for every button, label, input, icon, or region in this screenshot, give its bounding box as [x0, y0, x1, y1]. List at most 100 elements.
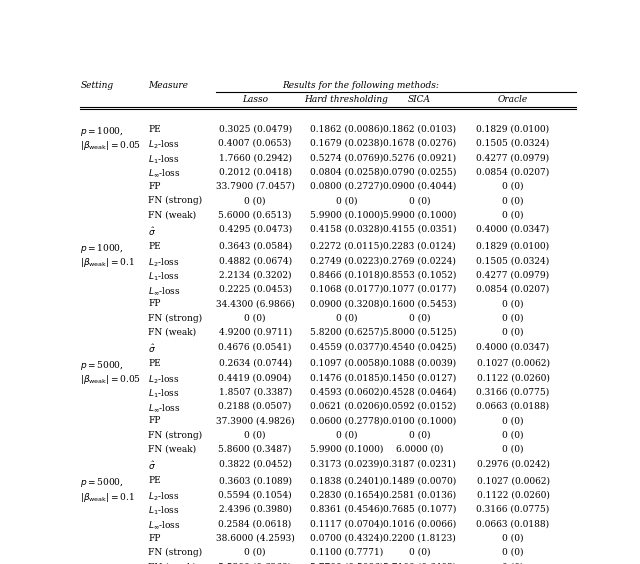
Text: $|\beta_{\mathrm{weak}}|=$0.05: $|\beta_{\mathrm{weak}}|=$0.05 — [81, 373, 141, 386]
Text: 0.1862 (0.0103): 0.1862 (0.0103) — [383, 125, 456, 134]
Text: 0 (0): 0 (0) — [502, 210, 524, 219]
Text: 0.1600 (0.5453): 0.1600 (0.5453) — [383, 299, 456, 308]
Text: 0.3643 (0.0584): 0.3643 (0.0584) — [218, 242, 292, 251]
Text: FN (strong): FN (strong) — [148, 548, 203, 557]
Text: $L_2$-loss: $L_2$-loss — [148, 139, 180, 151]
Text: $\hat{\sigma}$: $\hat{\sigma}$ — [148, 342, 156, 355]
Text: 0.0100 (0.1000): 0.0100 (0.1000) — [383, 416, 456, 425]
Text: 0.4559 (0.0377): 0.4559 (0.0377) — [310, 342, 383, 351]
Text: 0 (0): 0 (0) — [335, 314, 357, 323]
Text: 0.0663 (0.0188): 0.0663 (0.0188) — [476, 519, 550, 528]
Text: 0.4277 (0.0979): 0.4277 (0.0979) — [476, 153, 550, 162]
Text: 0 (0): 0 (0) — [502, 314, 524, 323]
Text: 0.4295 (0.0473): 0.4295 (0.0473) — [218, 225, 292, 234]
Text: 0 (0): 0 (0) — [408, 314, 430, 323]
Text: 6.0000 (0): 6.0000 (0) — [396, 445, 443, 454]
Text: 0.0900 (0.3208): 0.0900 (0.3208) — [310, 299, 383, 308]
Text: 0.0800 (0.2727): 0.0800 (0.2727) — [310, 182, 383, 191]
Text: 0.0592 (0.0152): 0.0592 (0.0152) — [383, 402, 456, 411]
Text: 37.3900 (4.9826): 37.3900 (4.9826) — [216, 416, 294, 425]
Text: FN (strong): FN (strong) — [148, 314, 203, 323]
Text: FN (weak): FN (weak) — [148, 328, 196, 337]
Text: 0 (0): 0 (0) — [408, 431, 430, 440]
Text: 0.8361 (0.4546): 0.8361 (0.4546) — [310, 505, 383, 514]
Text: Oracle: Oracle — [498, 95, 528, 104]
Text: $L_1$-loss: $L_1$-loss — [148, 271, 180, 283]
Text: 0.4676 (0.0541): 0.4676 (0.0541) — [218, 342, 292, 351]
Text: 0.4155 (0.0351): 0.4155 (0.0351) — [383, 225, 456, 234]
Text: $L_\infty$-loss: $L_\infty$-loss — [148, 285, 181, 297]
Text: $\hat{\sigma}$: $\hat{\sigma}$ — [148, 225, 156, 237]
Text: 0.4158 (0.0328): 0.4158 (0.0328) — [310, 225, 383, 234]
Text: FP: FP — [148, 182, 161, 191]
Text: $L_1$-loss: $L_1$-loss — [148, 505, 180, 517]
Text: $L_1$-loss: $L_1$-loss — [148, 153, 180, 166]
Text: 0.4000 (0.0347): 0.4000 (0.0347) — [476, 225, 550, 234]
Text: 0.1122 (0.0260): 0.1122 (0.0260) — [477, 373, 550, 382]
Text: 0.2581 (0.0136): 0.2581 (0.0136) — [383, 491, 456, 500]
Text: SICA: SICA — [408, 95, 431, 104]
Text: FP: FP — [148, 534, 161, 543]
Text: 0.4419 (0.0904): 0.4419 (0.0904) — [218, 373, 292, 382]
Text: 0.8466 (0.1018): 0.8466 (0.1018) — [310, 271, 383, 280]
Text: $L_\infty$-loss: $L_\infty$-loss — [148, 402, 181, 414]
Text: PE: PE — [148, 125, 161, 134]
Text: 0.0600 (0.2778): 0.0600 (0.2778) — [310, 416, 383, 425]
Text: 0 (0): 0 (0) — [502, 548, 524, 557]
Text: 0.1117 (0.0704): 0.1117 (0.0704) — [310, 519, 383, 528]
Text: 5.8600 (0.3487): 5.8600 (0.3487) — [218, 445, 292, 454]
Text: 0.2634 (0.0744): 0.2634 (0.0744) — [219, 359, 292, 368]
Text: 1.7660 (0.2942): 1.7660 (0.2942) — [219, 153, 292, 162]
Text: 0.4277 (0.0979): 0.4277 (0.0979) — [476, 271, 550, 280]
Text: 2.4396 (0.3980): 2.4396 (0.3980) — [219, 505, 292, 514]
Text: 0.1829 (0.0100): 0.1829 (0.0100) — [476, 242, 550, 251]
Text: 0.1679 (0.0238): 0.1679 (0.0238) — [310, 139, 383, 148]
Text: 0.2584 (0.0618): 0.2584 (0.0618) — [218, 519, 292, 528]
Text: 0 (0): 0 (0) — [502, 445, 524, 454]
Text: 0.1016 (0.0066): 0.1016 (0.0066) — [383, 519, 456, 528]
Text: 1.8507 (0.3387): 1.8507 (0.3387) — [218, 387, 292, 396]
Text: 0.2769 (0.0224): 0.2769 (0.0224) — [383, 256, 456, 265]
Text: 0 (0): 0 (0) — [335, 431, 357, 440]
Text: 0.0790 (0.0255): 0.0790 (0.0255) — [383, 168, 456, 177]
Text: 0.3822 (0.0452): 0.3822 (0.0452) — [219, 459, 292, 468]
Text: $\hat{\sigma}$: $\hat{\sigma}$ — [148, 459, 156, 472]
Text: 4.9200 (0.9711): 4.9200 (0.9711) — [218, 328, 292, 337]
Text: 0.1489 (0.0070): 0.1489 (0.0070) — [383, 476, 456, 485]
Text: 0.4000 (0.0347): 0.4000 (0.0347) — [476, 342, 550, 351]
Text: 38.6000 (4.2593): 38.6000 (4.2593) — [216, 534, 294, 543]
Text: 0.0621 (0.0206): 0.0621 (0.0206) — [310, 402, 383, 411]
Text: 0.5274 (0.0769): 0.5274 (0.0769) — [310, 153, 383, 162]
Text: 0 (0): 0 (0) — [244, 314, 266, 323]
Text: 0.0854 (0.0207): 0.0854 (0.0207) — [476, 285, 550, 294]
Text: 0 (0): 0 (0) — [502, 299, 524, 308]
Text: $L_2$-loss: $L_2$-loss — [148, 491, 180, 503]
Text: $L_\infty$-loss: $L_\infty$-loss — [148, 168, 181, 179]
Text: 0.0663 (0.0188): 0.0663 (0.0188) — [476, 402, 550, 411]
Text: 0.4593 (0.0602): 0.4593 (0.0602) — [310, 387, 383, 396]
Text: 0.2976 (0.0242): 0.2976 (0.0242) — [477, 459, 550, 468]
Text: 0.5594 (0.1054): 0.5594 (0.1054) — [218, 491, 292, 500]
Text: 2.2134 (0.3202): 2.2134 (0.3202) — [219, 271, 291, 280]
Text: 5.6000 (0.6513): 5.6000 (0.6513) — [218, 210, 292, 219]
Text: Lasso: Lasso — [242, 95, 268, 104]
Text: 0.0804 (0.0258): 0.0804 (0.0258) — [310, 168, 383, 177]
Text: 0.4540 (0.0425): 0.4540 (0.0425) — [383, 342, 456, 351]
Text: 0.1077 (0.0177): 0.1077 (0.0177) — [383, 285, 456, 294]
Text: $L_\infty$-loss: $L_\infty$-loss — [148, 519, 181, 531]
Text: 0 (0): 0 (0) — [502, 431, 524, 440]
Text: 0 (0): 0 (0) — [502, 182, 524, 191]
Text: 34.4300 (6.9866): 34.4300 (6.9866) — [216, 299, 294, 308]
Text: $|\beta_{\mathrm{weak}}|=$0.1: $|\beta_{\mathrm{weak}}|=$0.1 — [81, 256, 135, 269]
Text: 0.4528 (0.0464): 0.4528 (0.0464) — [383, 387, 456, 396]
Text: 0.3173 (0.0239): 0.3173 (0.0239) — [310, 459, 383, 468]
Text: Results for the following methods:: Results for the following methods: — [282, 81, 438, 90]
Text: $L_2$-loss: $L_2$-loss — [148, 373, 180, 386]
Text: 5.7700 (0.5096): 5.7700 (0.5096) — [310, 562, 383, 564]
Text: 0 (0): 0 (0) — [408, 196, 430, 205]
Text: 0.2200 (1.8123): 0.2200 (1.8123) — [383, 534, 456, 543]
Text: 0.2749 (0.0223): 0.2749 (0.0223) — [310, 256, 383, 265]
Text: 5.8200 (0.6257): 5.8200 (0.6257) — [310, 328, 383, 337]
Text: 0.1505 (0.0324): 0.1505 (0.0324) — [476, 139, 550, 148]
Text: 0.0900 (0.4044): 0.0900 (0.4044) — [383, 182, 456, 191]
